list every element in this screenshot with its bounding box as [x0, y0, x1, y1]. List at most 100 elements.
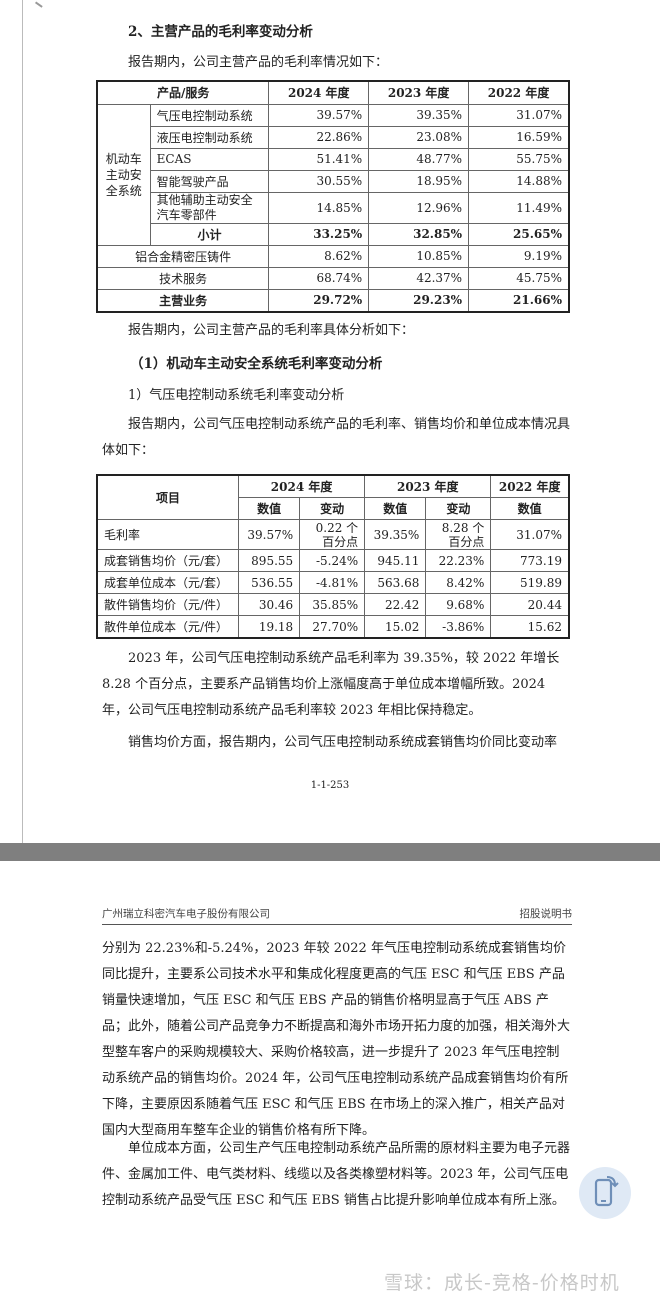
paragraph-unit-cost: 单位成本方面，公司生产气压电控制动系统产品所需的原材料主要为电子元器件、金属加工…: [102, 1141, 571, 1208]
row-name: 毛利率: [96, 519, 239, 550]
company-name: 广州瑞立科密汽车电子股份有限公司: [102, 908, 270, 920]
cell: 563.68: [364, 571, 427, 594]
cell: 29.72%: [268, 288, 370, 312]
subsection-title: （1）机动车主动安全系统毛利率变动分析: [130, 356, 383, 372]
header-sub: 数值: [490, 497, 570, 520]
cell: 9.68%: [425, 593, 492, 616]
cell: 55.75%: [468, 147, 570, 171]
subtotal-label: 小计: [149, 222, 270, 246]
cell: 30.46: [237, 593, 301, 616]
paragraph-price: 销售均价方面，报告期内，公司气压电控制动系统成套销售均价同比变动率: [128, 735, 558, 750]
cell: 12.96%: [368, 191, 470, 224]
row-name: 液压电控制动系统: [149, 125, 270, 149]
cell: 8.42%: [425, 571, 492, 594]
page-number: 1-1-253: [310, 780, 350, 791]
cell: 45.75%: [468, 266, 570, 290]
row-name: 技术服务: [96, 266, 270, 290]
cell: 11.49%: [468, 191, 570, 224]
cell: 20.44: [490, 593, 570, 616]
phone-rotate-icon: [594, 1176, 619, 1207]
cell: 39.57%: [237, 519, 301, 550]
cell: 25.65%: [468, 222, 570, 246]
total-label: 主营业务: [96, 288, 270, 312]
page-header: 广州瑞立科密汽车电子股份有限公司 招股说明书: [102, 906, 572, 925]
cell: 31.07%: [468, 103, 570, 127]
row-name: 其他辅助主动安全汽车零部件: [149, 191, 270, 224]
cell: 22.42: [364, 593, 427, 616]
row-name: 智能驾驶产品: [149, 169, 270, 193]
document-type: 招股说明书: [519, 908, 573, 920]
paragraph-price-continued: 分别为 22.23%和-5.24%，2023 年较 2022 年气压电控制动系统…: [102, 941, 571, 1138]
cell: 21.66%: [468, 288, 570, 312]
cell: 68.74%: [268, 266, 370, 290]
cell: 16.59%: [468, 125, 570, 149]
cell: 29.23%: [368, 288, 470, 312]
sub-sub-title: 1）气压电控制动系统毛利率变动分析: [128, 388, 345, 403]
cell: 22.23%: [425, 549, 492, 572]
header-2024: 2024 年度: [268, 80, 370, 105]
row-name: 铝合金精密压铸件: [96, 244, 270, 268]
corner-mark: [35, 0, 45, 8]
cell: 33.25%: [268, 222, 370, 246]
cell: 35.85%: [299, 593, 366, 616]
cell: 39.35%: [364, 519, 427, 550]
page-left-edge: [22, 0, 23, 843]
cell: 0.22 个百分点: [299, 519, 366, 550]
header-sub: 变动: [299, 497, 366, 520]
header-year: 2024 年度: [237, 474, 366, 498]
header-product: 产品/服务: [96, 80, 270, 105]
header-year: 2023 年度: [364, 474, 492, 498]
cell: 895.55: [237, 549, 301, 572]
cell: -3.86%: [425, 615, 492, 639]
cell: 32.85%: [368, 222, 470, 246]
cell: 15.02: [364, 615, 427, 639]
margin-table: 产品/服务 2024 年度 2023 年度 2022 年度 机动车主动安全系统 …: [96, 80, 570, 313]
pneumatic-brake-table: 项目 2024 年度 2023 年度 2022 年度 数值 变动 数值 变动 数…: [96, 474, 570, 639]
page-separator: [0, 843, 660, 861]
cell: 19.18: [237, 615, 301, 639]
row-name: 气压电控制动系统: [149, 103, 270, 127]
row-name: 成套单位成本（元/套）: [96, 571, 239, 594]
cell: 42.37%: [368, 266, 470, 290]
cell: 519.89: [490, 571, 570, 594]
cell: 23.08%: [368, 125, 470, 149]
cell: 14.85%: [268, 191, 370, 224]
header-sub: 数值: [364, 497, 427, 520]
watermark: 雪球：成长-竞格-价格时机: [384, 1272, 620, 1294]
cell: 9.19%: [468, 244, 570, 268]
cell: 27.70%: [299, 615, 366, 639]
header-2023: 2023 年度: [368, 80, 470, 105]
cell: 39.57%: [268, 103, 370, 127]
cell: 14.88%: [468, 169, 570, 193]
cell: 536.55: [237, 571, 301, 594]
cell: 51.41%: [268, 147, 370, 171]
cell: 945.11: [364, 549, 427, 572]
row-name: ECAS: [149, 147, 270, 171]
cell: -5.24%: [299, 549, 366, 572]
cell: 15.62: [490, 615, 570, 639]
rotate-screen-button[interactable]: [579, 1167, 631, 1219]
cell: 39.35%: [368, 103, 470, 127]
cell: 18.95%: [368, 169, 470, 193]
table2-intro: 报告期内，公司气压电控制动系统产品的毛利率、销售均价和单位成本情况具体如下：: [102, 417, 571, 458]
intro-text: 报告期内，公司主营产品的毛利率情况如下：: [128, 55, 389, 70]
analysis-intro: 报告期内，公司主营产品的毛利率具体分析如下：: [128, 323, 415, 338]
cell: 48.77%: [368, 147, 470, 171]
cell: 31.07%: [490, 519, 570, 550]
row-name: 散件单位成本（元/件）: [96, 615, 239, 639]
row-name: 成套销售均价（元/套）: [96, 549, 239, 572]
cell: 773.19: [490, 549, 570, 572]
header-year: 2022 年度: [490, 474, 570, 498]
row-name: 散件销售均价（元/件）: [96, 593, 239, 616]
cell: -4.81%: [299, 571, 366, 594]
header-2022: 2022 年度: [468, 80, 570, 105]
header-sub: 数值: [237, 497, 301, 520]
paragraph-gross-margin: 2023 年，公司气压电控制动系统产品毛利率为 39.35%，较 2022 年增…: [102, 651, 560, 718]
cell: 10.85%: [368, 244, 470, 268]
cell: 22.86%: [268, 125, 370, 149]
header-sub: 变动: [425, 497, 492, 520]
group-label: 机动车主动安全系统: [96, 103, 151, 246]
header-item: 项目: [96, 474, 239, 520]
cell: 30.55%: [268, 169, 370, 193]
section-title: 2、主营产品的毛利率变动分析: [128, 24, 313, 40]
